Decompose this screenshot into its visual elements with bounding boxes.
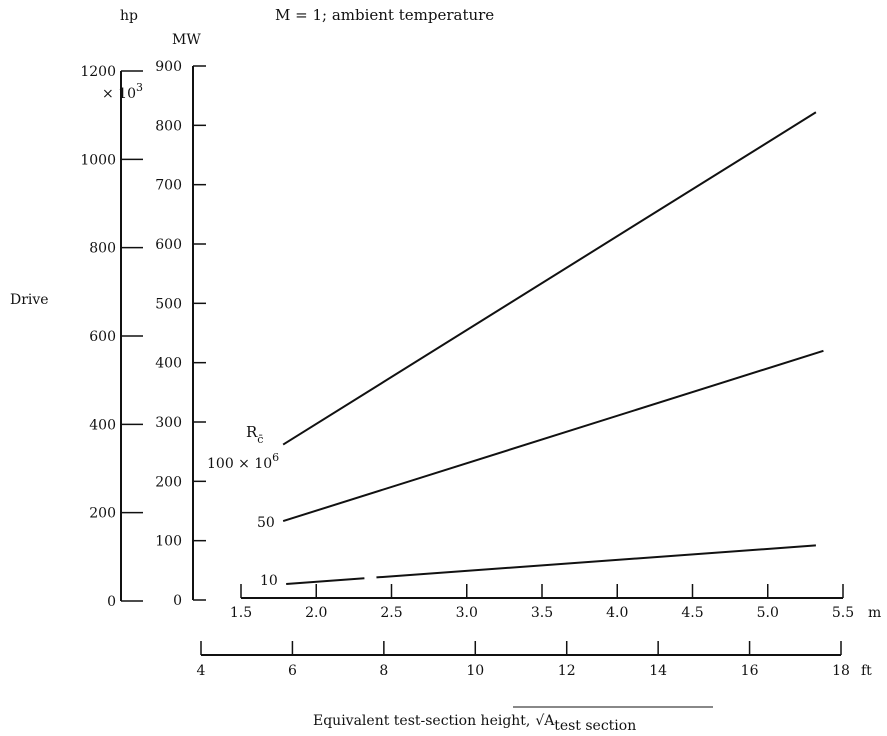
hp-tick-label: 600 — [89, 329, 116, 345]
hp-multiplier-text: × 10 — [102, 86, 136, 102]
hp-axis-ticks: 0 200 400 600 800 1000 1200 — [80, 64, 143, 610]
legend-symbol: Rc̄ — [246, 423, 263, 446]
x-axis-ft-tick-label: 8 — [379, 663, 388, 679]
x-axis-m-tick-label: 4.5 — [681, 605, 703, 621]
series-label-50: 50 — [257, 515, 275, 531]
hp-multiplier-exp: 3 — [136, 81, 143, 94]
x-axis-ft-tick-label: 4 — [197, 663, 206, 679]
series-line-0 — [282, 111, 817, 446]
mw-tick-label: 400 — [155, 356, 182, 372]
hp-tick-label: 200 — [89, 506, 116, 522]
x-axis-m-tick-label: 2.5 — [380, 605, 402, 621]
hp-tick-label: 800 — [89, 241, 116, 257]
mw-tick-label: 600 — [155, 237, 182, 253]
series-line-2 — [286, 577, 365, 585]
x-axis-ft-tick-label: 10 — [466, 663, 484, 679]
x-axis-ft-unit: ft — [861, 663, 872, 679]
chart-title: M = 1; ambient temperature — [275, 6, 494, 24]
series-lines — [282, 111, 824, 585]
x-axis-m-tick-label: 2.0 — [305, 605, 327, 621]
mw-tick-label: 0 — [173, 593, 182, 609]
x-axis-m-ticks: 1.5 2.0 2.5 3.0 3.5 4.0 4.5 5.0 5.5 — [230, 584, 854, 621]
mw-tick-label: 900 — [155, 59, 182, 75]
x-axis-m-tick-label: 3.5 — [531, 605, 553, 621]
series-label-10: 10 — [260, 573, 278, 589]
x-axis-ft-tick-label: 18 — [832, 663, 850, 679]
hp-tick-label: 400 — [89, 417, 116, 433]
hp-tick-label: 1000 — [80, 152, 116, 168]
series-line-2 — [376, 544, 816, 579]
mw-tick-label: 200 — [155, 474, 182, 490]
series-label-100-exp: 6 — [272, 451, 279, 464]
x-axis-m-tick-label: 4.0 — [606, 605, 628, 621]
mw-unit-label: MW — [172, 32, 201, 48]
legend-symbol-sub: c̄ — [257, 433, 263, 446]
mw-tick-label: 500 — [155, 296, 182, 312]
mw-tick-label: 300 — [155, 415, 182, 431]
x-axis-m-tick-label: 5.5 — [832, 605, 854, 621]
hp-tick-label: 0 — [107, 594, 116, 610]
hp-multiplier: × 103 — [102, 81, 143, 102]
mw-tick-label: 800 — [155, 118, 182, 134]
x-axis-m-tick-label: 5.0 — [757, 605, 779, 621]
x-axis-m-tick-label: 3.0 — [456, 605, 478, 621]
mw-tick-label: 700 — [155, 178, 182, 194]
x-axis-label-root: √A — [535, 713, 555, 729]
x-axis-ft-tick-label: 6 — [288, 663, 297, 679]
series-label-100-text: 100 × 10 — [207, 456, 272, 472]
x-axis-m-tick-label: 1.5 — [230, 605, 252, 621]
x-axis-ft-tick-label: 14 — [649, 663, 667, 679]
y-axis-label: Drive — [10, 292, 49, 308]
hp-tick-label: 1200 — [80, 64, 116, 80]
x-axis-label-prefix: Equivalent test-section height, — [313, 713, 530, 729]
series-line-1 — [282, 349, 824, 523]
hp-unit-label: hp — [120, 8, 138, 24]
x-axis-label-subscript: test section — [554, 718, 636, 734]
mw-tick-label: 100 — [155, 534, 182, 550]
x-axis-label: Equivalent test-section height, √Atest se… — [313, 713, 636, 734]
mw-axis-ticks: 0 100 200 300 400 500 600 700 800 900 — [155, 59, 206, 609]
x-axis-ft-ticks: 4 6 8 10 12 14 16 18 — [197, 641, 850, 679]
legend-symbol-text: R — [246, 423, 258, 441]
x-axis-ft-tick-label: 16 — [741, 663, 759, 679]
x-axis-ft-tick-label: 12 — [558, 663, 576, 679]
x-axis-m-unit: m — [868, 605, 881, 621]
series-label-100: 100 × 106 — [207, 451, 279, 472]
